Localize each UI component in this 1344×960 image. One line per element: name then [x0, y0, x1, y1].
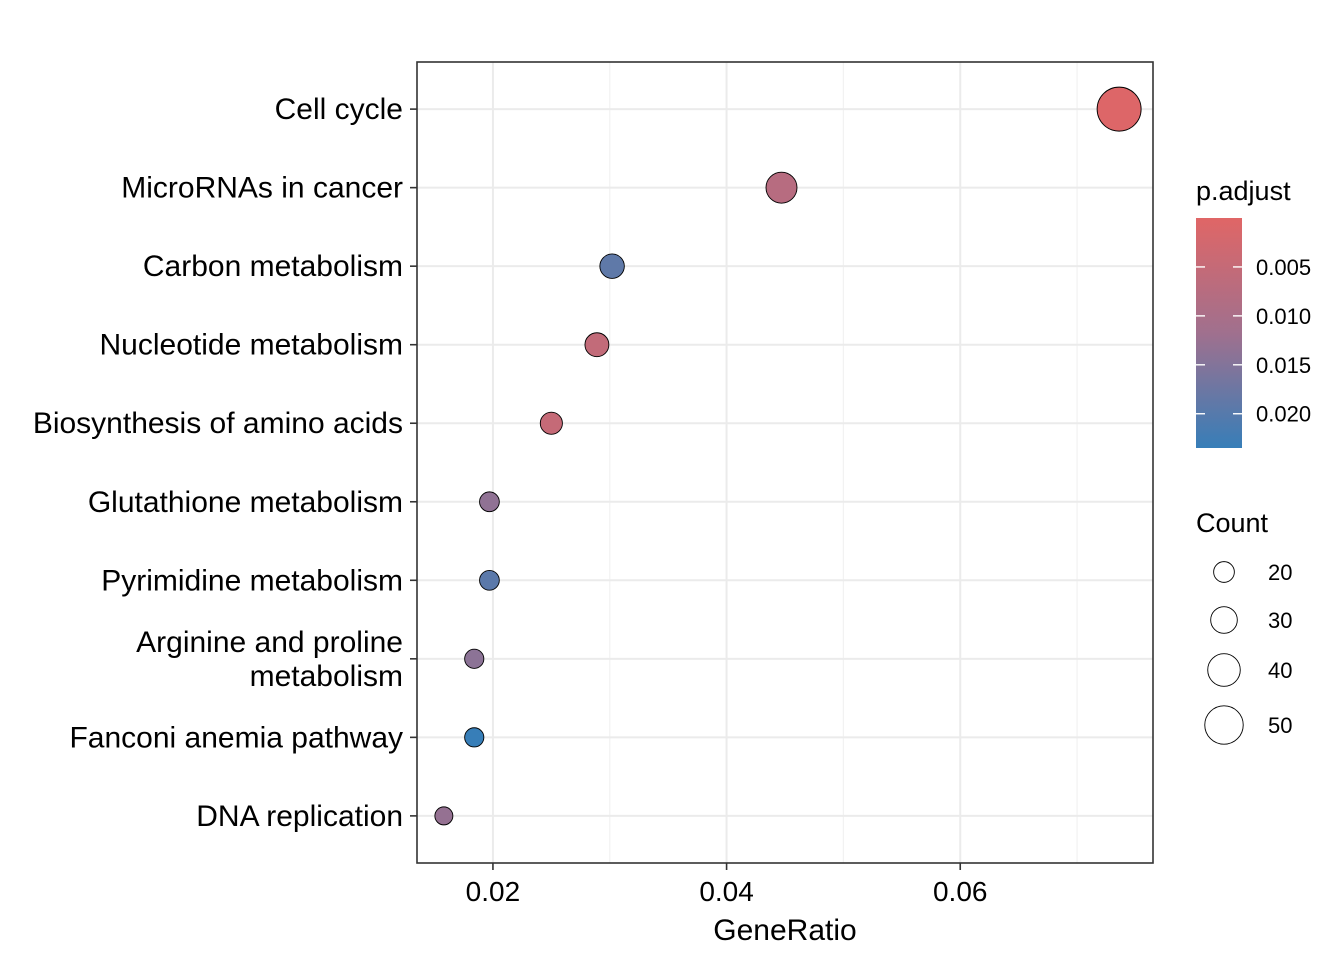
- size-legend-label: 40: [1268, 658, 1292, 683]
- x-axis-title: GeneRatio: [713, 914, 856, 947]
- panel-border: [416, 61, 1154, 864]
- size-legend-key: [1204, 705, 1244, 745]
- y-tick-label: Biosynthesis of amino acids: [33, 407, 403, 440]
- data-point: [479, 491, 500, 513]
- y-tick-label: Arginine and proline metabolism: [136, 626, 403, 693]
- size-legend-label: 30: [1268, 608, 1292, 633]
- plot-panel: [416, 61, 1154, 864]
- data-point: [464, 727, 485, 748]
- x-tick-label: 0.04: [699, 876, 754, 907]
- x-tick-label: 0.06: [933, 876, 988, 907]
- y-axis: Cell cycle MicroRNAs in cancer Carbon meta…: [33, 93, 417, 833]
- data-point: [1096, 86, 1142, 132]
- colorbar-tick-label: 0.005: [1256, 255, 1311, 280]
- y-tick-label: DNA replication: [196, 800, 403, 833]
- size-legend-key: [1210, 606, 1238, 634]
- size-legend-label: 50: [1268, 713, 1292, 738]
- y-tick-label: Nucleotide metabolism: [100, 329, 403, 362]
- data-point: [765, 171, 798, 204]
- y-tick-label: Carbon metabolism: [143, 250, 403, 283]
- minor-gridlines: [609, 62, 1078, 863]
- color-legend: p.adjust 0.005 0.010 0.015 0.020: [1196, 176, 1311, 448]
- y-tick-label: Cell cycle: [275, 93, 403, 126]
- color-legend-title: p.adjust: [1196, 176, 1291, 206]
- colorbar-tick-label: 0.015: [1256, 353, 1311, 378]
- y-tick-label: MicroRNAs in cancer: [121, 172, 403, 205]
- x-tick-label: 0.02: [466, 876, 521, 907]
- size-legend-label: 20: [1268, 560, 1292, 585]
- color-legend-ticks: 0.005 0.010 0.015 0.020: [1196, 255, 1311, 427]
- size-legend-key: [1207, 653, 1241, 687]
- data-point: [434, 806, 454, 826]
- colorbar-tick-label: 0.020: [1256, 402, 1311, 427]
- data-point: [599, 253, 625, 279]
- x-axis: 0.02 0.04 0.06: [466, 863, 988, 907]
- size-legend-title: Count: [1196, 508, 1269, 538]
- size-legend: Count 20 30 40 50: [1196, 508, 1292, 745]
- data-point: [584, 332, 610, 358]
- size-legend-key: [1213, 561, 1235, 583]
- major-gridlines: [417, 62, 1153, 863]
- data-point: [539, 411, 563, 435]
- data-point: [479, 569, 500, 591]
- y-tick-label: Fanconi anemia pathway: [69, 721, 403, 754]
- y-tick-label: Glutathione metabolism: [88, 486, 403, 519]
- colorbar-tick-label: 0.010: [1256, 304, 1311, 329]
- data-points: [434, 86, 1142, 826]
- data-point: [464, 648, 485, 669]
- size-legend-keys: 20 30 40 50: [1204, 560, 1292, 745]
- color-legend-colorbar: [1196, 218, 1242, 448]
- y-tick-label: Pyrimidine metabolism: [101, 564, 403, 597]
